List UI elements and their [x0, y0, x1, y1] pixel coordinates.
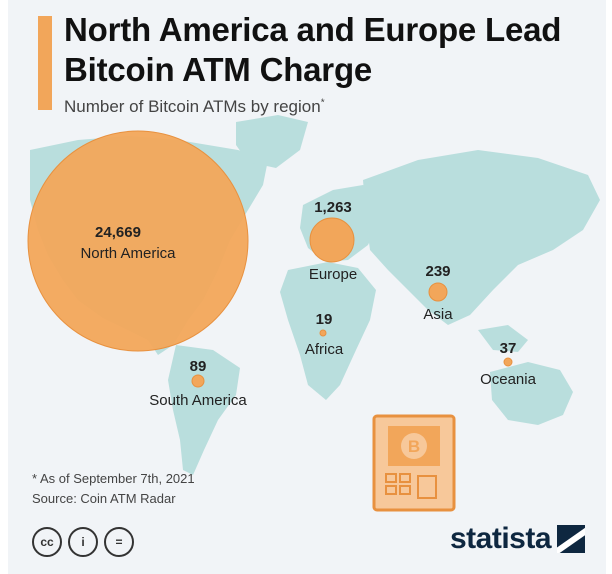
region-label-europe: Europe: [309, 266, 357, 283]
bubble-africa: [319, 329, 327, 337]
land-asia: [363, 150, 600, 325]
subtitle-text: Number of Bitcoin ATMs by region: [64, 97, 321, 116]
land-greenland: [236, 115, 308, 168]
value-label-europe: 1,263: [314, 199, 352, 216]
subtitle-marker: *: [320, 97, 325, 109]
land-southeast-asia: [478, 325, 528, 352]
statista-logo[interactable]: statista: [450, 522, 586, 556]
value-label-asia: 239: [425, 263, 450, 280]
land-australia: [490, 362, 573, 425]
region-label-oceania: Oceania: [480, 371, 537, 388]
svg-text:B: B: [408, 437, 420, 456]
bubble-europe: [309, 217, 355, 263]
land-south-america: [168, 345, 240, 475]
value-label-africa: 19: [316, 311, 333, 328]
region-label-south-america: South America: [149, 392, 247, 409]
region-label-africa: Africa: [305, 341, 344, 358]
infographic: North America and Europe Lead Bitcoin AT…: [8, 0, 606, 574]
no-derivatives-icon[interactable]: =: [104, 527, 134, 557]
footnote-date: * As of September 7th, 2021: [32, 471, 195, 486]
bitcoin-atm-icon: B: [372, 414, 456, 512]
subtitle: Number of Bitcoin ATMs by region*: [64, 97, 325, 117]
bubble-asia: [428, 282, 448, 302]
statista-mark-icon: [557, 525, 586, 553]
value-label-oceania: 37: [500, 340, 517, 357]
region-label-asia: Asia: [423, 306, 453, 323]
world-map: 24,669 North America 1,263 Europe 239 As…: [27, 115, 600, 512]
footnote: * As of September 7th, 2021 Source: Coin…: [32, 469, 195, 509]
land-africa: [280, 262, 376, 400]
cc-icon[interactable]: cc: [32, 527, 62, 557]
source-line: Source: Coin ATM Radar: [32, 491, 176, 506]
bubble-labels: 24,669 North America 1,263 Europe 239 As…: [80, 199, 536, 409]
page-title: North America and Europe Lead Bitcoin AT…: [64, 11, 562, 88]
attribution-icon[interactable]: i: [68, 527, 98, 557]
value-label-south-america: 89: [190, 358, 207, 375]
license-icons: cc i =: [32, 527, 134, 557]
region-label-north-america: North America: [80, 245, 176, 262]
title-accent-bar: [38, 16, 52, 110]
value-label-north-america: 24,669: [95, 224, 141, 241]
brand-name: statista: [450, 522, 552, 555]
bubble-north-america: [27, 130, 249, 352]
bubble-oceania: [503, 357, 513, 367]
bubble-south-america: [191, 374, 205, 388]
region-bubbles: [27, 130, 513, 388]
